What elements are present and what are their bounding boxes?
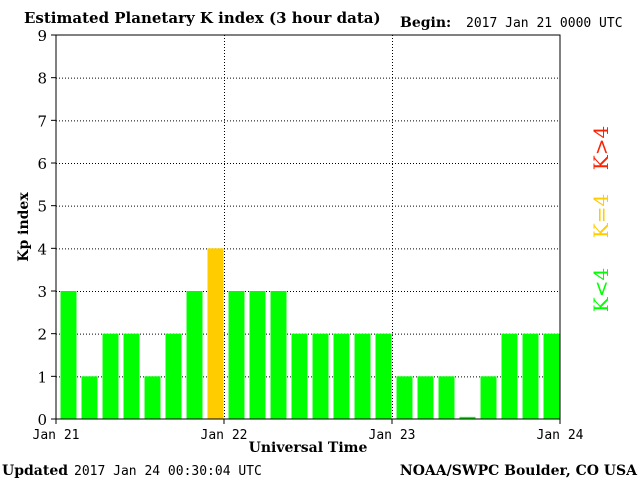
kp-bar bbox=[207, 248, 224, 419]
y-tick-label: 0 bbox=[37, 411, 47, 429]
x-tick-label: Jan 24 bbox=[537, 428, 584, 443]
x-tick-label: Jan 22 bbox=[201, 428, 248, 443]
begin-label: Begin: bbox=[400, 15, 451, 31]
chart-title: Estimated Planetary K index (3 hour data… bbox=[24, 9, 381, 27]
kp-bar bbox=[501, 333, 518, 419]
plot-frame bbox=[55, 34, 561, 420]
kp-bar bbox=[354, 333, 371, 419]
kp-bar bbox=[165, 333, 182, 419]
y-tick-label: 5 bbox=[37, 198, 47, 216]
updated-label: Updated bbox=[2, 463, 68, 479]
y-tick-label: 9 bbox=[37, 27, 47, 45]
kp-bar bbox=[312, 333, 329, 419]
legend-low: K<4 bbox=[589, 268, 613, 312]
kp-bar bbox=[186, 291, 203, 419]
y-tick-label: 6 bbox=[37, 155, 47, 173]
y-tick-label: 2 bbox=[37, 326, 47, 344]
legend-high: K>4 bbox=[589, 126, 613, 170]
kp-bar bbox=[480, 376, 497, 419]
y-tick-label: 3 bbox=[37, 283, 47, 301]
grid bbox=[56, 35, 560, 419]
x-ticks: Jan 21 Jan 22 Jan 23 Jan 24 bbox=[33, 419, 584, 443]
y-tick-label: 7 bbox=[37, 112, 47, 130]
y-axis-label: Kp index bbox=[16, 192, 32, 262]
kp-bar bbox=[102, 333, 119, 419]
y-tick-label: 1 bbox=[37, 368, 47, 386]
kp-bar bbox=[522, 333, 539, 419]
source-credit: NOAA/SWPC Boulder, CO USA bbox=[400, 463, 638, 479]
kp-bar bbox=[375, 333, 392, 419]
y-tick-label: 4 bbox=[37, 240, 47, 258]
x-tick-label: Jan 23 bbox=[369, 428, 416, 443]
kp-bar bbox=[249, 291, 266, 419]
y-ticks: 0 1 2 3 4 5 6 7 8 9 bbox=[37, 27, 56, 429]
kp-bar bbox=[81, 376, 98, 419]
kp-bar bbox=[123, 333, 140, 419]
kp-bar bbox=[144, 376, 161, 419]
kp-bar bbox=[396, 376, 413, 419]
kp-bar bbox=[60, 291, 77, 419]
x-tick-label: Jan 21 bbox=[33, 428, 80, 443]
kp-bar bbox=[459, 416, 476, 419]
kp-bar bbox=[291, 333, 308, 419]
begin-value: 2017 Jan 21 0000 UTC bbox=[466, 16, 623, 31]
bars bbox=[60, 248, 560, 419]
kp-bar bbox=[270, 291, 287, 419]
kp-bar bbox=[333, 333, 350, 419]
y-tick-label: 8 bbox=[37, 70, 47, 88]
kp-bar bbox=[228, 291, 245, 419]
updated-value: 2017 Jan 24 00:30:04 UTC bbox=[74, 464, 262, 479]
kp-bar bbox=[417, 376, 434, 419]
kp-bar bbox=[543, 333, 560, 419]
kp-bar bbox=[438, 376, 455, 419]
legend-equal: K=4 bbox=[589, 194, 613, 238]
x-axis-label: Universal Time bbox=[249, 440, 368, 456]
